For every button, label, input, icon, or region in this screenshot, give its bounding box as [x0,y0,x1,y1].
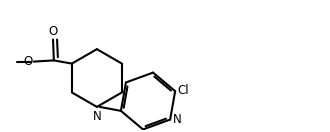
Text: N: N [173,113,181,126]
Text: Cl: Cl [178,84,189,97]
Text: O: O [23,55,32,68]
Text: O: O [49,25,58,38]
Text: N: N [92,110,101,123]
